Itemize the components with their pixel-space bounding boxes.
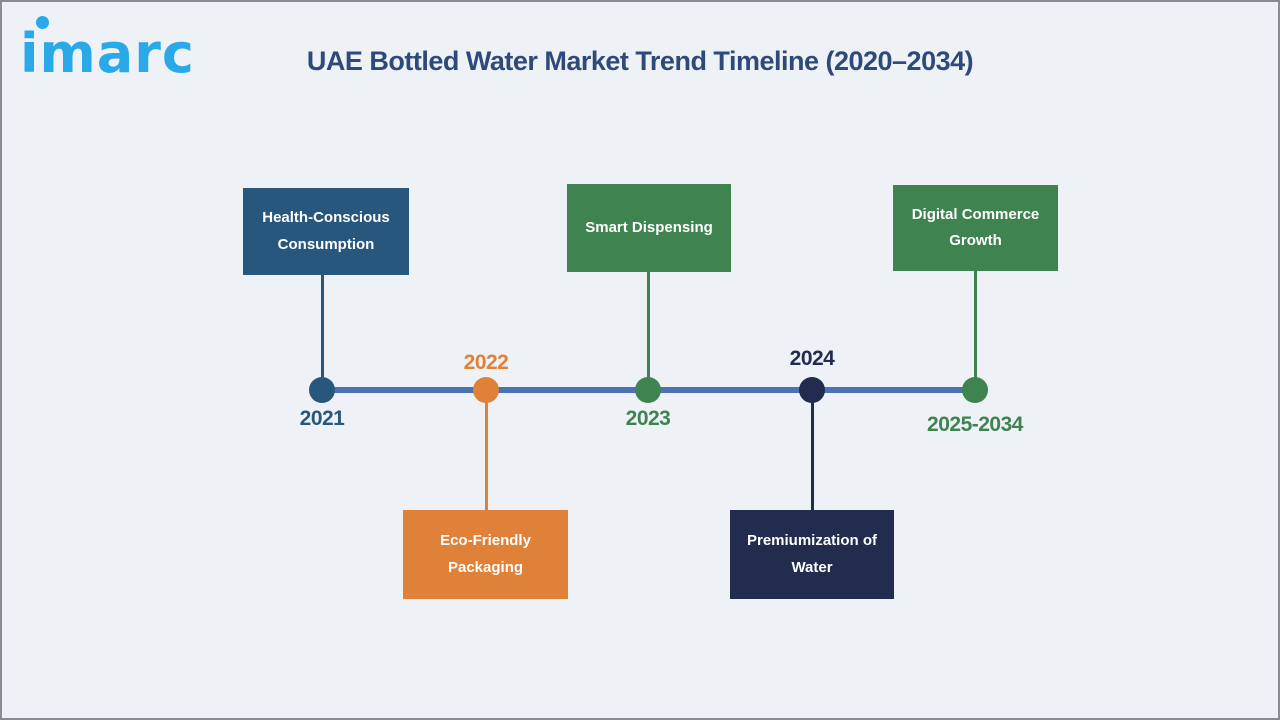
milestone-box: Health-Conscious Consumption (243, 188, 409, 275)
logo-dot-icon (36, 16, 49, 29)
imarc-logo: imarc (20, 8, 230, 98)
milestone-dot (635, 377, 661, 403)
milestone-dot (799, 377, 825, 403)
milestone-label: Eco-Friendly Packaging (440, 532, 531, 576)
milestone-connector (321, 275, 324, 389)
milestone-year: 2021 (299, 407, 345, 430)
milestone-box: Digital Commerce Growth (893, 185, 1058, 271)
milestone-dot (473, 377, 499, 403)
milestone-box: Premiumization of Water (730, 510, 894, 599)
milestone-year: 2024 (789, 347, 835, 370)
milestone-box: Smart Dispensing (567, 184, 731, 272)
milestone-year: 2022 (463, 351, 509, 374)
milestone-label: Premiumization of Water (746, 532, 877, 576)
milestone-year: 2023 (625, 407, 671, 430)
milestone-connector (811, 392, 814, 510)
milestone-dot (962, 377, 988, 403)
milestone-label: Digital Commerce Growth (911, 205, 1040, 249)
milestone-connector (974, 271, 977, 389)
milestone-box: Eco-Friendly Packaging (403, 510, 568, 599)
milestone-dot (309, 377, 335, 403)
milestone-year: 2025-2034 (927, 413, 1023, 436)
milestone-label: Health-Conscious Consumption (262, 209, 390, 253)
milestone-label: Smart Dispensing (585, 218, 713, 236)
logo-text: imarc (20, 22, 195, 85)
milestone-connector (485, 392, 488, 510)
milestone-connector (647, 272, 650, 389)
page-title: UAE Bottled Water Market Trend Timeline … (306, 46, 974, 76)
